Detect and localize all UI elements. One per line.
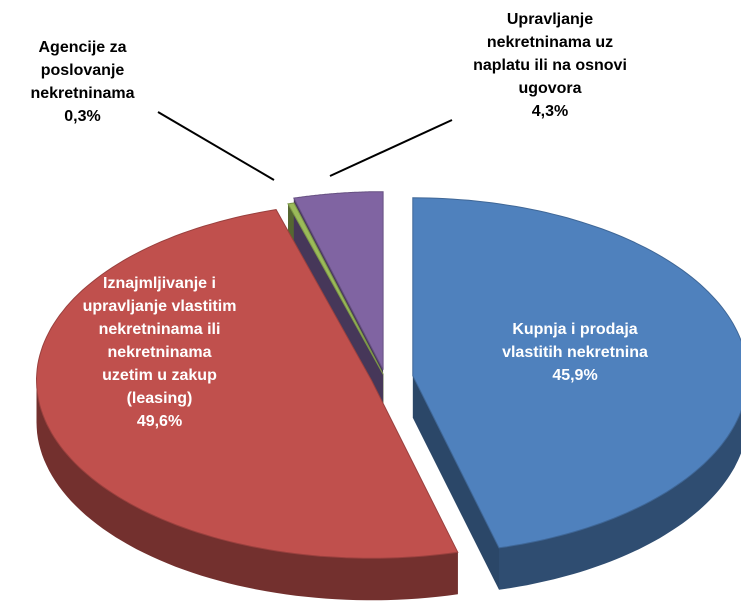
slice-side — [499, 411, 741, 590]
category-label: Iznajmljivanje i upravljanje vlastitim n… — [82, 275, 237, 407]
label-box: Agencije za poslovanje nekretninama 0,3% — [20, 36, 145, 128]
leader-line — [329, 119, 453, 177]
value-label: 0,3% — [64, 108, 101, 125]
slice — [293, 191, 384, 370]
data-label: Iznajmljivanje i upravljanje vlastitim n… — [82, 272, 237, 433]
category-label: Upravljanje nekretninama uz naplatu ili … — [473, 11, 627, 97]
slice-wall — [412, 375, 499, 590]
data-label: Upravljanje nekretninama uz naplatu ili … — [470, 8, 630, 123]
data-label: Kupnja i prodaja vlastitih nekretnina 45,… — [495, 318, 655, 387]
leader-line — [157, 111, 275, 181]
value-label: 45,9% — [552, 367, 598, 384]
slice — [412, 197, 741, 549]
label-box: Iznajmljivanje i upravljanje vlastitim n… — [82, 272, 237, 433]
label-box: Kupnja i prodaja vlastitih nekretnina 45,… — [495, 318, 655, 387]
data-label: Agencije za poslovanje nekretninama 0,3% — [20, 36, 145, 128]
value-label: 49,6% — [136, 413, 183, 430]
slice — [35, 209, 459, 559]
category-label: Kupnja i prodaja vlastitih nekretnina — [502, 321, 648, 361]
slice-side — [36, 380, 458, 601]
value-label: 4,3% — [531, 103, 569, 120]
slice — [287, 202, 384, 375]
label-box: Upravljanje nekretninama uz naplatu ili … — [470, 8, 630, 123]
category-label: Agencije za poslovanje nekretninama — [30, 39, 135, 102]
